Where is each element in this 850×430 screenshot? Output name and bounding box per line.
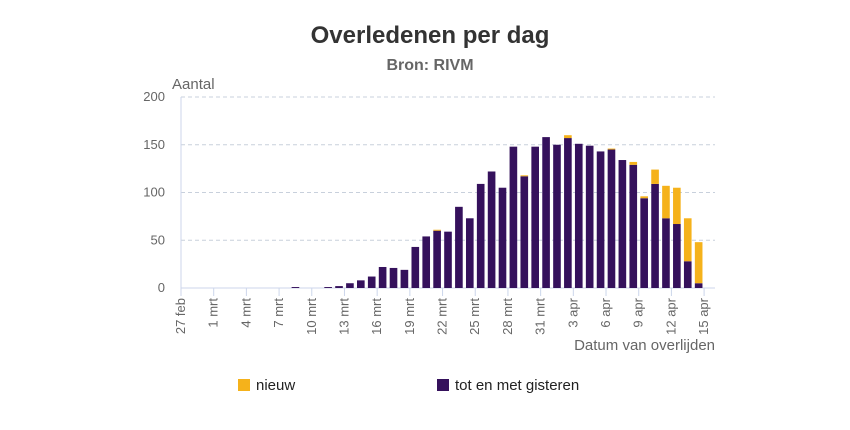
bar-segment [346,283,354,288]
bar-segment [378,266,387,288]
bar-segment [487,171,496,288]
chart-subtitle: Bron: RIVM [386,57,473,74]
x-tick-label: 9 apr [631,297,646,327]
legend-label: nieuw [256,377,295,394]
x-tick-label: 6 apr [598,297,613,327]
bar-segment [291,287,300,288]
bar-segment [564,138,572,288]
bar-segment [596,151,605,288]
bar-segment [651,169,659,184]
bar-segment [509,146,518,288]
bar-segment [400,269,409,288]
legend-label: tot en met gisteren [455,377,579,394]
x-tick-label: 1 mrt [206,298,221,328]
x-tick-label: 25 mrt [467,298,482,335]
bar-segment [585,145,594,288]
x-tick-label: 15 apr [696,297,711,335]
x-tick-label: 10 mrt [304,298,319,335]
chart-title: Overledenen per dag [311,22,550,49]
bar-segment [607,148,616,150]
legend-swatch [238,379,250,391]
bar-segment [673,224,681,288]
bar-segment [433,230,441,288]
bar-segment [640,198,648,288]
bar-segment [465,218,474,288]
bar-segment [498,187,507,288]
bar-segment [335,286,343,288]
y-tick-label: 150 [143,137,165,152]
y-axis-label: Aantal [172,76,215,93]
x-tick-label: 22 mrt [435,298,450,335]
bar-segment [520,175,529,177]
bar-segment [564,135,572,139]
bar-segment [520,176,529,288]
bar-segment [553,144,561,288]
x-tick-label: 19 mrt [402,298,417,335]
x-tick-label: 4 mrt [238,298,253,328]
bar-segment [433,229,441,231]
bar-segment [683,261,692,288]
x-tick-label: 28 mrt [500,298,515,335]
x-tick-label: 27 feb [173,298,188,334]
y-tick-label: 0 [158,280,165,295]
bar-segment [683,218,692,262]
bar-segment [673,187,681,225]
bar-segment [324,287,332,288]
bar-segment [444,231,452,288]
bar-segment [629,161,638,165]
x-tick-label: 31 mrt [533,298,548,335]
legend-swatch [437,379,449,391]
bar-segment [542,137,550,288]
x-tick-label: 16 mrt [369,298,384,335]
bar-segment [411,246,420,288]
x-tick-label: 7 mrt [271,298,286,328]
bar-segment [640,196,648,199]
y-tick-label: 200 [143,89,165,104]
x-tick-label: 12 apr [663,297,678,335]
y-tick-label: 100 [143,185,165,200]
bar-segment [531,146,539,288]
bar-segment [618,160,627,288]
bar-segment [367,276,376,288]
x-axis-label: Datum van overlijden [574,337,715,354]
bar-segment [662,185,670,219]
bar-segment [694,242,703,284]
bar-segment [651,183,659,288]
bar-segment [357,280,365,288]
bar-segment [662,218,670,288]
y-tick-label: 50 [151,232,165,247]
bar-segment [455,206,463,288]
bar-segment [476,183,485,288]
bar-segment [629,164,638,288]
bar-segment [607,149,616,288]
bar-segment [389,267,398,288]
bar-segment [694,283,703,288]
bar-segment [574,143,583,288]
x-tick-label: 3 apr [565,297,580,327]
x-tick-label: 13 mrt [336,298,351,335]
bar-segment [422,236,431,288]
